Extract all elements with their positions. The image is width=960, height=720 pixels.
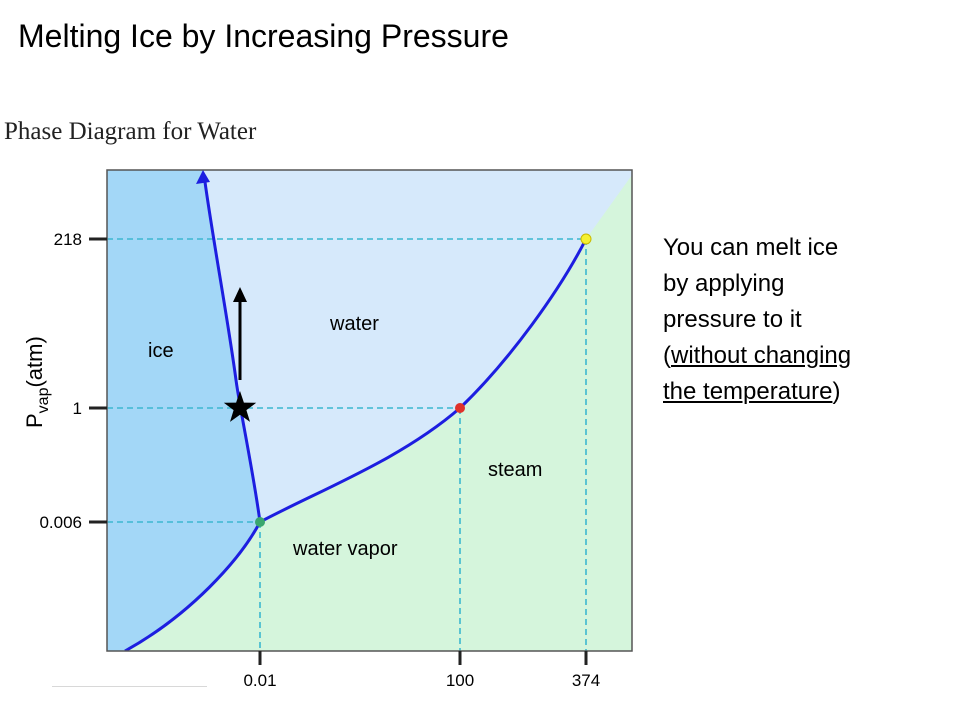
y-tick-label: 0.006	[39, 513, 82, 532]
fusion-curve-arrowhead	[196, 170, 210, 184]
note-line: the temperature)	[663, 374, 953, 410]
x-tick-label: 0.01	[243, 671, 276, 690]
note-line: (without changing	[663, 338, 953, 374]
y-tick-label: 218	[54, 230, 82, 249]
phase-diagram: ice water steam water vapor 218 1 0.006 …	[22, 169, 633, 690]
plot-area	[107, 170, 632, 651]
region-label-vapor: water vapor	[292, 538, 398, 560]
fusion-curve	[203, 181, 262, 523]
region-label-water: water	[329, 313, 379, 335]
triple-point	[255, 517, 265, 527]
star-marker	[223, 391, 257, 422]
region-label-ice: ice	[148, 340, 174, 362]
divider	[52, 686, 207, 687]
note-line: by applying	[663, 270, 785, 297]
critical-point	[580, 233, 592, 245]
slide-title: Melting Ice by Increasing Pressure	[18, 18, 509, 54]
note-paren-open: (	[663, 342, 671, 369]
water-region	[203, 170, 632, 522]
note-underlined-text: without changing	[671, 342, 852, 369]
guide-lines	[107, 238, 587, 651]
note-paren-close: )	[832, 378, 841, 405]
x-tick-label: 100	[446, 671, 474, 690]
pressure-arrow	[233, 287, 247, 380]
explanation-note: You can melt ice by applying pressure to…	[663, 230, 953, 410]
x-tick-label: 374	[572, 671, 600, 690]
note-line: You can melt ice	[663, 234, 839, 261]
y-axis: 218 1 0.006 Pvap(atm)	[22, 230, 107, 532]
boiling-point	[455, 403, 465, 413]
note-line: pressure to it	[663, 306, 802, 333]
plot-frame	[106, 169, 633, 652]
sublimation-curve	[124, 521, 262, 651]
y-axis-title: Pvap(atm)	[22, 336, 52, 428]
region-label-steam: steam	[488, 459, 542, 481]
x-axis: 0.01 100 374	[243, 651, 600, 690]
note-underlined-text: the temperature	[663, 378, 833, 405]
diagram-title: Phase Diagram for Water	[4, 118, 257, 145]
y-tick-label: 1	[73, 399, 82, 418]
